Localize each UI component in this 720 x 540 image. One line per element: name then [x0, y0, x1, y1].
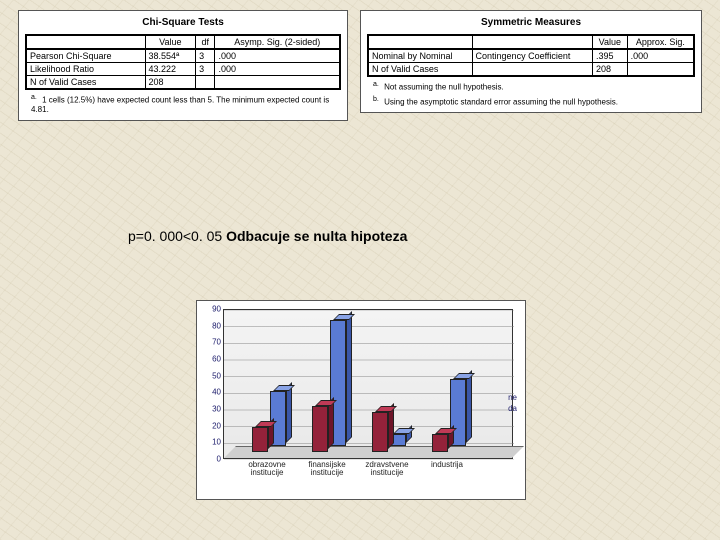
plot-area — [223, 309, 513, 459]
col-header: Value — [592, 35, 627, 49]
table-row: Nominal by Nominal Contingency Coefficie… — [368, 49, 694, 63]
y-tick: 20 — [212, 421, 221, 430]
footnote-b: b. Using the asymptotic standard error a… — [373, 96, 695, 107]
y-tick: 70 — [212, 338, 221, 347]
col-header — [472, 35, 592, 49]
x-label: finansijske institucije — [302, 461, 352, 478]
table-row: N of Valid Cases 208 — [26, 76, 340, 90]
y-tick: 10 — [212, 438, 221, 447]
x-label: obrazovne institucije — [242, 461, 292, 478]
col-header: Asymp. Sig. (2-sided) — [215, 35, 340, 49]
chi-square-title: Chi-Square Tests — [25, 17, 341, 28]
x-label: zdravstvene institucije — [362, 461, 412, 478]
chi-square-table: Value df Asymp. Sig. (2-sided) Pearson C… — [25, 34, 341, 90]
legend-item: ne — [508, 393, 517, 402]
bar-chart: 0 10 20 30 40 50 60 70 80 90 obrazovne institucij… — [196, 300, 526, 500]
col-header: df — [196, 35, 215, 49]
symmetric-measures-title: Symmetric Measures — [367, 17, 695, 28]
table-row: Likelihood Ratio 43.222 3 .000 — [26, 63, 340, 76]
y-tick: 50 — [212, 371, 221, 380]
y-tick: 90 — [212, 305, 221, 314]
col-header — [26, 35, 145, 49]
col-header: Value — [145, 35, 196, 49]
chi-square-footnote: a. 1 cells (12.5%) have expected count l… — [31, 94, 341, 114]
col-header: Approx. Sig. — [627, 35, 694, 49]
y-tick: 0 — [217, 455, 221, 464]
y-tick: 30 — [212, 405, 221, 414]
footnote-a: a. Not assuming the null hypothesis. — [373, 81, 695, 92]
symmetric-measures-panel: Symmetric Measures Value Approx. Sig. No… — [360, 10, 702, 113]
bars-container — [224, 310, 512, 458]
table-row: N of Valid Cases 208 — [368, 63, 694, 77]
y-tick: 60 — [212, 355, 221, 364]
symmetric-measures-table: Value Approx. Sig. Nominal by Nominal Co… — [367, 34, 695, 77]
col-header — [368, 35, 472, 49]
chart-legend: ne da — [508, 391, 517, 415]
y-axis: 0102030405060708090 — [203, 309, 221, 459]
legend-item: da — [508, 404, 517, 413]
y-tick: 40 — [212, 388, 221, 397]
table-row: Pearson Chi-Square 38.554ª 3 .000 — [26, 49, 340, 63]
x-axis-labels: obrazovne institucije finansijske institu… — [223, 461, 513, 493]
y-tick: 80 — [212, 321, 221, 330]
x-label: industrija — [422, 461, 472, 469]
conclusion-text: p=0. 000<0. 05 Odbacuje se nulta hipotez… — [128, 228, 407, 244]
chi-square-panel: Chi-Square Tests Value df Asymp. Sig. (2… — [18, 10, 348, 121]
